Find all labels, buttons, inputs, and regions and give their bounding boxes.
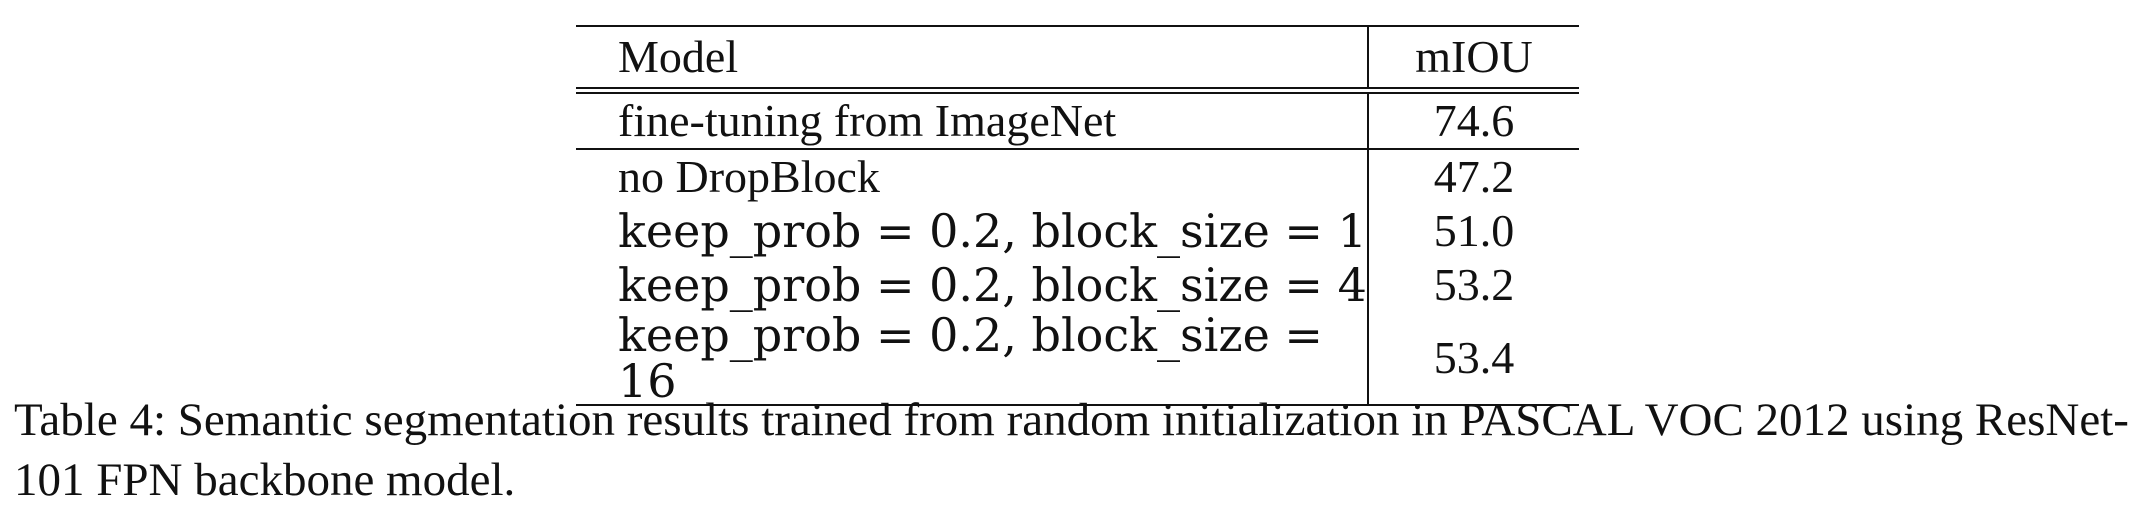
model-cell: no DropBlock	[618, 151, 880, 202]
results-table-container: Model mIOU fine-tuning from ImageNet 74.…	[576, 25, 1579, 406]
header-miou: mIOU	[1367, 25, 1579, 94]
miou-cell: 53.2	[1367, 258, 1579, 312]
model-cell: keep_prob = 0.2, block_size = 4	[618, 258, 1367, 312]
table-row: keep_prob = 0.2, block_size = 16 53.4	[576, 312, 1579, 406]
model-cell: keep_prob = 0.2, block_size = 1	[618, 204, 1367, 258]
model-cell: fine-tuning from ImageNet	[576, 90, 1368, 150]
miou-cell: 47.2	[1367, 149, 1579, 204]
table-row: keep_prob = 0.2, block_size = 1 51.0	[576, 204, 1579, 258]
header-model: Model	[576, 25, 1368, 94]
model-cell: keep_prob = 0.2, block_size = 16	[576, 312, 1368, 406]
table-caption: Table 4: Semantic segmentation results t…	[14, 394, 2129, 506]
miou-cell: 53.4	[1367, 312, 1579, 406]
results-table: Model mIOU fine-tuning from ImageNet 74.…	[576, 25, 1579, 406]
table-row: fine-tuning from ImageNet 74.6	[576, 90, 1579, 150]
table-row: no DropBlock 47.2	[576, 149, 1579, 204]
miou-cell: 74.6	[1367, 90, 1579, 150]
table-header-row: Model mIOU	[576, 25, 1579, 94]
table-row: keep_prob = 0.2, block_size = 4 53.2	[576, 258, 1579, 312]
miou-cell: 51.0	[1367, 204, 1579, 258]
